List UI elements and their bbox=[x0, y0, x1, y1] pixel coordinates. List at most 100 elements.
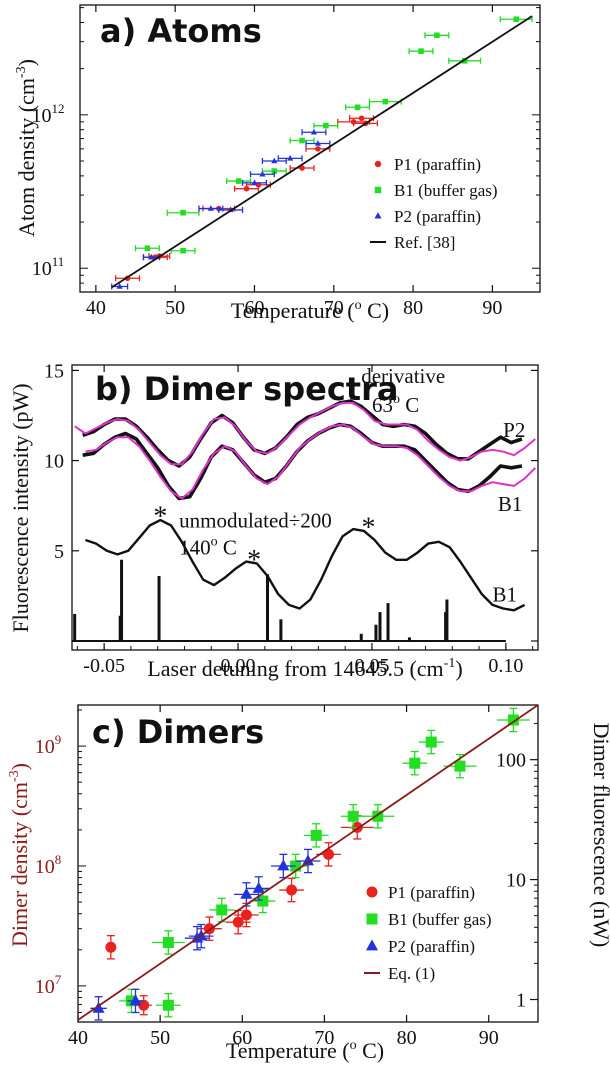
fit-curve bbox=[74, 401, 536, 466]
y-tick-base: 10 bbox=[35, 976, 55, 998]
x-axis-title-sup: -1 bbox=[444, 656, 456, 671]
peak-marker-text: * bbox=[153, 502, 167, 533]
y-axis-title-sup: -3 bbox=[14, 66, 29, 78]
y-axis-title-end: ) bbox=[7, 763, 32, 770]
x-tick-label: 60 bbox=[244, 297, 264, 319]
annotation: B1 bbox=[492, 582, 517, 606]
annotation-sup: o bbox=[211, 534, 218, 549]
data-point bbox=[232, 916, 244, 928]
annotation: 63o C bbox=[372, 392, 419, 417]
x-axis-title-sup: o bbox=[350, 1038, 357, 1053]
peak-marker: * bbox=[153, 502, 167, 533]
data-point bbox=[162, 999, 174, 1011]
data-point bbox=[299, 165, 305, 171]
y-tick-exponent: 11 bbox=[52, 254, 65, 269]
data-point bbox=[240, 887, 253, 899]
legend-square-swatch bbox=[366, 913, 378, 925]
x-axis-title-main: Temperature ( bbox=[231, 298, 355, 323]
data-point bbox=[271, 168, 278, 174]
legend-circle-swatch bbox=[374, 160, 382, 168]
annotation-text: B1 bbox=[492, 582, 517, 606]
data-point bbox=[252, 881, 265, 893]
y-tick-base: 10 bbox=[35, 736, 55, 758]
y2-tick-label: 10 bbox=[506, 870, 526, 892]
y-axis-title: Fluorescence intensity (pW) bbox=[8, 383, 33, 632]
legend-square-swatch bbox=[374, 186, 382, 194]
legend-label: B1 (buffer gas) bbox=[394, 181, 498, 200]
data-point bbox=[314, 140, 322, 146]
y-tick-label: 108 bbox=[35, 852, 62, 878]
data-point bbox=[286, 884, 298, 896]
annotation: P2 bbox=[503, 418, 525, 442]
x-axis-title-end: C) bbox=[362, 298, 390, 323]
data-point bbox=[257, 895, 269, 907]
spectrum-curve bbox=[82, 399, 523, 468]
data-point bbox=[251, 179, 258, 186]
y-tick-label: 1011 bbox=[32, 254, 65, 280]
reference-fit-line bbox=[111, 15, 533, 289]
data-point bbox=[425, 736, 437, 748]
peak-marker: * bbox=[247, 545, 261, 576]
x-tick-label: 90 bbox=[482, 297, 502, 319]
annotation: derivative bbox=[361, 364, 445, 388]
peak-marker-text: * bbox=[361, 512, 375, 543]
x-tick-label: 40 bbox=[86, 297, 106, 319]
annotation-text: 140 bbox=[179, 535, 211, 559]
y-tick-base: 10 bbox=[32, 258, 52, 280]
y-tick-base: 10 bbox=[35, 856, 55, 878]
legend-label: Ref. [38] bbox=[394, 233, 455, 252]
data-point bbox=[409, 757, 421, 769]
x-tick-label: 50 bbox=[165, 297, 185, 319]
panel-title: a) Atoms bbox=[100, 12, 262, 50]
y2-axis-title: Dimer fluorescence (nW) bbox=[589, 723, 610, 948]
peak-marker: * bbox=[361, 512, 375, 543]
x-tick-label: -0.05 bbox=[83, 655, 125, 677]
legend-circle-swatch bbox=[366, 886, 378, 898]
y-tick-exponent: 8 bbox=[55, 852, 62, 867]
annotation-sup: o bbox=[393, 392, 400, 407]
panel-title: b) Dimer spectra bbox=[95, 370, 398, 408]
x-axis-title: Temperature (o C) bbox=[226, 1038, 384, 1063]
x-tick-label: 0.00 bbox=[221, 655, 256, 677]
data-point bbox=[162, 937, 174, 949]
data-point bbox=[129, 994, 142, 1006]
y-tick-exponent: 12 bbox=[52, 101, 65, 116]
y-axis-title-main: Atom density (cm bbox=[14, 78, 39, 237]
data-point bbox=[315, 146, 321, 152]
legend-label: P2 (paraffin) bbox=[388, 937, 475, 956]
x-tick-label: 40 bbox=[68, 1027, 88, 1049]
x-tick-label: 80 bbox=[397, 1027, 417, 1049]
data-point bbox=[513, 16, 520, 23]
data-point bbox=[144, 245, 151, 252]
data-point bbox=[382, 98, 389, 105]
x-tick-label: 80 bbox=[403, 297, 423, 319]
x-axis-title-main: Laser detuning from 14645.5 (cm bbox=[147, 656, 443, 681]
x-tick-label: 50 bbox=[150, 1027, 170, 1049]
y-tick-label: 10 bbox=[44, 451, 64, 473]
legend-label: Eq. (1) bbox=[388, 964, 435, 983]
legend-triangle-swatch bbox=[365, 939, 379, 951]
data-point bbox=[116, 283, 123, 289]
spectrum-curve bbox=[85, 518, 526, 612]
data-point bbox=[92, 1001, 105, 1013]
legend-label: P2 (paraffin) bbox=[394, 207, 481, 226]
data-point bbox=[461, 58, 468, 64]
y-axis-title: Atom density (cm-3) bbox=[14, 59, 39, 237]
data-point bbox=[105, 941, 117, 953]
x-tick-label: 70 bbox=[324, 297, 344, 319]
y-tick-exponent: 9 bbox=[55, 732, 62, 747]
data-point bbox=[259, 170, 266, 177]
data-point bbox=[180, 247, 186, 254]
data-point bbox=[277, 859, 290, 871]
x-axis-title: Temperature (o C) bbox=[231, 298, 389, 323]
axes-frame bbox=[71, 364, 539, 651]
y-tick-label: 107 bbox=[35, 972, 62, 998]
annotation-text: 63 bbox=[372, 393, 393, 417]
model-fit-line bbox=[77, 704, 539, 1021]
axes-frame bbox=[77, 704, 539, 1023]
y-tick-label: 109 bbox=[35, 732, 62, 758]
peak-marker-text: * bbox=[247, 545, 261, 576]
